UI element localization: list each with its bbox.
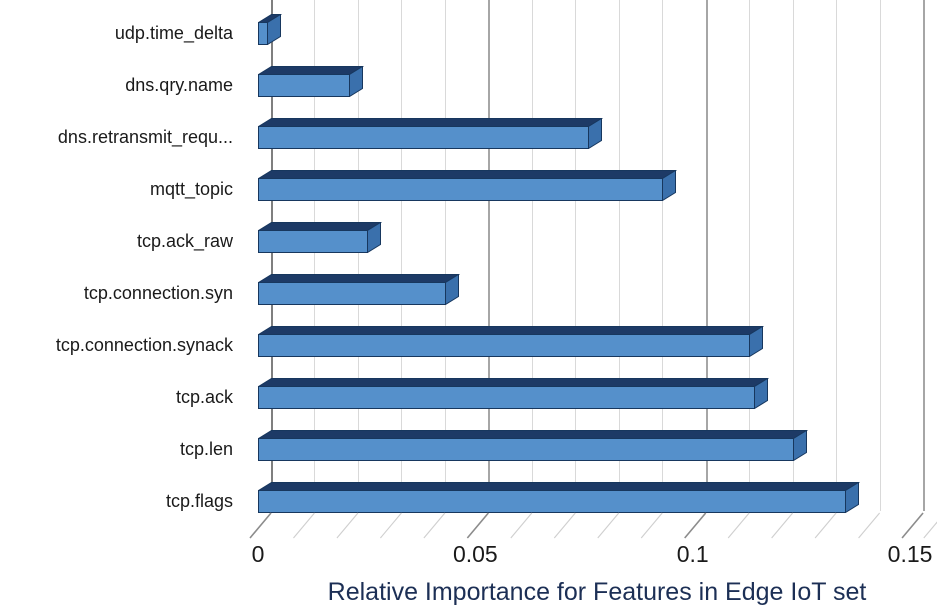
- x-tick-label-0: 0: [251, 541, 265, 567]
- category-label-dns-qry-name: dns.qry.name: [125, 75, 233, 95]
- minor-gridline: [444, 0, 446, 511]
- minor-gridline: [618, 0, 620, 511]
- x-tick-label-01: 0.1: [676, 541, 709, 567]
- major-gridline: [923, 0, 926, 511]
- bar-front-face: [258, 282, 446, 305]
- bar-tcp.connection.synack: [258, 326, 764, 357]
- bar-top-face: [258, 170, 677, 179]
- category-label-tcp-len: tcp.len: [179, 439, 233, 459]
- minor-gridline: [575, 0, 577, 511]
- bar-top-face: [258, 222, 382, 231]
- bar-mqtt_topic: [258, 170, 677, 201]
- major-gridline: [705, 0, 708, 511]
- plot-area: [258, 0, 937, 519]
- bar-tcp.flags: [258, 482, 860, 513]
- minor-gridline: [662, 0, 664, 511]
- bar-top-face: [258, 482, 860, 491]
- bar-front-face: [258, 126, 589, 149]
- minor-gridline: [314, 0, 316, 511]
- bar-front-face: [258, 438, 794, 461]
- zero-gridline: [271, 0, 273, 511]
- minor-gridline: [749, 0, 751, 511]
- bar-top-face: [258, 274, 460, 283]
- category-label-tcp-connection-syn: tcp.connection.syn: [83, 283, 233, 303]
- major-gridline: [488, 0, 491, 511]
- x-axis-title: Relative Importance for Features in Edge…: [327, 578, 867, 606]
- category-label-tcp-connection-synack: tcp.connection.synack: [55, 335, 233, 355]
- bar-front-face: [258, 386, 755, 409]
- bar-front-face: [258, 178, 663, 201]
- minor-gridline: [357, 0, 359, 511]
- category-label-tcp-flags: tcp.flags: [165, 491, 233, 511]
- bar-front-face: [258, 74, 350, 97]
- category-label-tcp-ack-raw: tcp.ack_raw: [136, 231, 233, 251]
- minor-gridline: [792, 0, 794, 511]
- bar-dns.qry.name: [258, 66, 364, 97]
- bar-top-face: [258, 326, 764, 335]
- category-label-mqtt-topic: mqtt_topic: [149, 179, 233, 199]
- minor-gridline: [401, 0, 403, 511]
- bar-udp.time_delta: [258, 14, 282, 45]
- bar-tcp.len: [258, 430, 808, 461]
- x-tick-label-005: 0.05: [452, 541, 498, 567]
- bar-front-face: [258, 490, 846, 513]
- category-label-dns-retransmit: dns.retransmit_requ...: [57, 127, 233, 147]
- bar-top-face: [258, 66, 364, 75]
- bar-top-face: [258, 118, 603, 127]
- bar-top-face: [258, 430, 808, 439]
- minor-gridline: [531, 0, 533, 511]
- minor-gridline: [836, 0, 838, 511]
- bar-tcp.ack_raw: [258, 222, 382, 253]
- bar-top-face: [258, 378, 769, 387]
- bar-tcp.ack: [258, 378, 769, 409]
- x-tick-label-015: 0.15: [887, 541, 933, 567]
- category-label-udp-time-delta: udp.time_delta: [114, 23, 233, 43]
- bar-dns.retransmit_requ...: [258, 118, 603, 149]
- category-axis: udp.time_delta dns.qry.name dns.retransm…: [0, 0, 258, 519]
- minor-gridline: [879, 0, 881, 511]
- bar-front-face: [258, 334, 750, 357]
- bar-front-face: [258, 230, 368, 253]
- category-label-tcp-ack: tcp.ack: [175, 387, 233, 407]
- bar-front-face: [258, 22, 268, 45]
- bar-tcp.connection.syn: [258, 274, 460, 305]
